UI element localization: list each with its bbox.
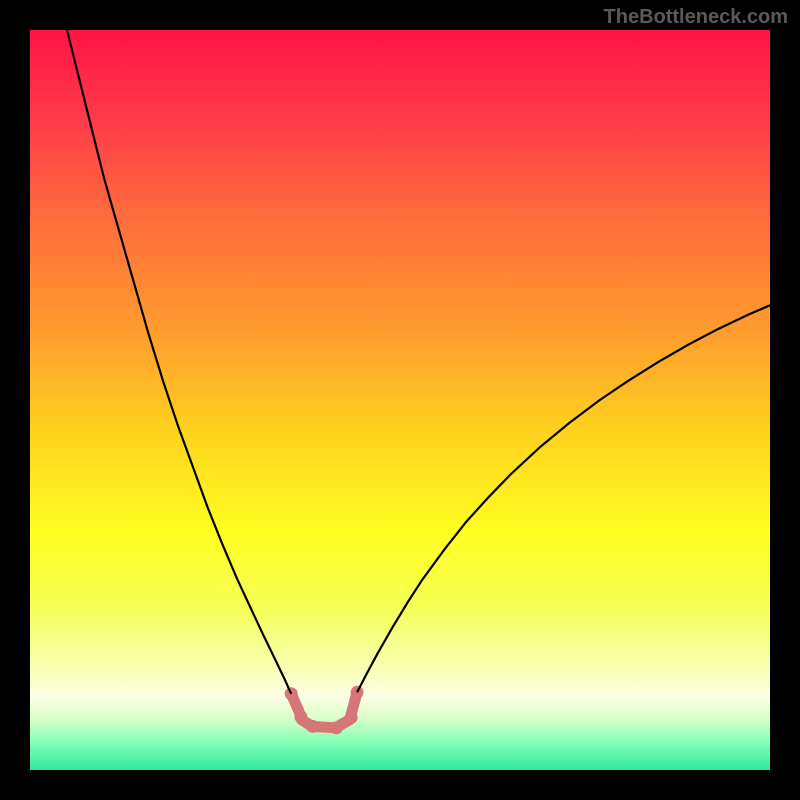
watermark-text: TheBottleneck.com [604,6,788,29]
highlight-trough [285,686,364,735]
curve-left [67,30,291,694]
plot-area [30,30,770,770]
chart-overlay [30,30,770,770]
curve-right [357,305,770,692]
